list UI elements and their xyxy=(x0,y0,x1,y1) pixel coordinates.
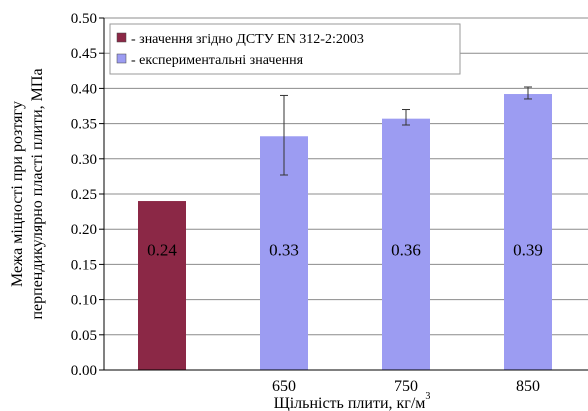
bar-value-label: 0.33 xyxy=(269,240,299,259)
legend-entry: - значення згідно ДСТУ EN 312-2:2003 xyxy=(131,32,364,47)
y-axis-ticks: 0.00 0.05 0.10 0.15 0.20 0.25 0.30 0.35 0.40 0.45… xyxy=(71,11,104,379)
y-tick-label: 0.45 xyxy=(71,46,97,62)
x-tick-label: 750 xyxy=(394,378,418,395)
y-tick-label: 0.05 xyxy=(71,328,97,344)
y-tick-label: 0.00 xyxy=(71,363,97,379)
bar xyxy=(504,94,552,371)
y-axis-label-line: перпендикулярно пласті плити, МПа xyxy=(29,68,46,319)
bar-value-label: 0.39 xyxy=(513,240,543,259)
y-axis-label: Межа міцності при розтягу перпендикулярно… xyxy=(9,68,46,319)
bar-value-label: 0.24 xyxy=(147,240,177,259)
bar-value-label: 0.36 xyxy=(391,240,421,259)
x-tick-label: 650 xyxy=(272,378,296,395)
y-tick-label: 0.25 xyxy=(71,187,97,203)
x-tick-label: 850 xyxy=(516,378,540,395)
x-axis-label: Щільність плити, кг/м3 xyxy=(274,391,431,411)
bar xyxy=(382,118,430,370)
bar xyxy=(138,201,186,370)
y-tick-label: 0.35 xyxy=(71,117,97,133)
y-tick-label: 0.30 xyxy=(71,152,97,168)
y-tick-label: 0.40 xyxy=(71,81,97,97)
x-axis-ticks: 650 750 850 xyxy=(272,378,540,395)
y-tick-label: 0.10 xyxy=(71,293,97,309)
bars: 0.24 0.33 0.36 0.39 xyxy=(138,86,552,371)
y-tick-label: 0.50 xyxy=(71,11,97,27)
legend: - значення згідно ДСТУ EN 312-2:2003 - ек… xyxy=(109,23,461,75)
y-tick-label: 0.15 xyxy=(71,257,97,273)
legend-swatch xyxy=(116,32,127,43)
legend-swatch xyxy=(116,53,127,64)
legend-entry: - експериментальні значення xyxy=(131,53,304,68)
legend-box xyxy=(109,23,461,75)
y-tick-label: 0.20 xyxy=(71,222,97,238)
y-axis-label-line: Межа міцності при розтягу xyxy=(9,101,26,287)
